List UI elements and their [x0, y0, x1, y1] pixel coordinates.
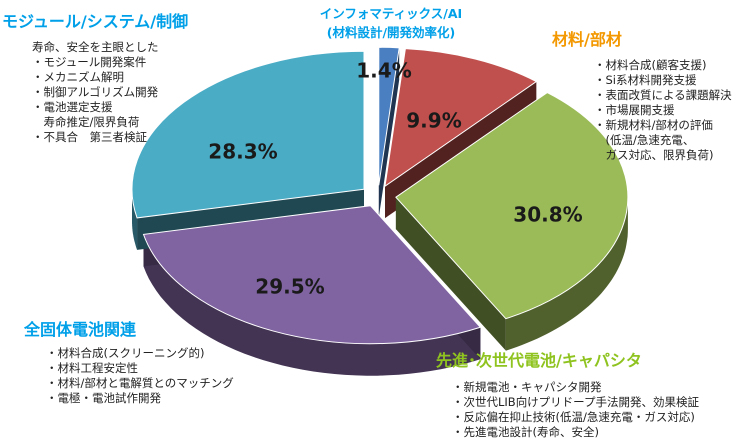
- list-item: ・次世代LIB向けプリドープ手法開発、効果検証: [452, 395, 699, 409]
- list-item: 寿命、安全を主眼とした: [32, 40, 159, 54]
- pie-side-wall: [505, 197, 628, 351]
- category-module-list: 寿命、安全を主眼とした ・モジュール開発案件 ・メカニズム解明 ・制御アルゴリズ…: [32, 40, 159, 145]
- pie-value-labels: 1.4% 9.9% 30.8% 29.5% 28.3%: [208, 59, 582, 299]
- list-item: ・制御アルゴリズム開発: [32, 85, 159, 99]
- list-item: ・先進電池設計(寿命、安全): [452, 425, 599, 439]
- list-item: ・新規電池・キャパシタ開発: [452, 380, 602, 394]
- list-item: ・材料合成(顧客支援): [594, 58, 707, 72]
- list-item: ・電池選定支援: [32, 100, 113, 114]
- pie-slice: [395, 91, 629, 320]
- pie-value-label: 30.8%: [513, 203, 582, 227]
- list-item: 寿命推定/限界負荷: [32, 115, 140, 129]
- list-item: ・表面改質による課題解決: [594, 88, 732, 102]
- pie-slice: [378, 46, 400, 186]
- pie-value-label: 28.3%: [208, 140, 277, 164]
- list-item: ・材料工程安定性: [46, 361, 138, 375]
- pie-value-label: 9.9%: [406, 109, 461, 133]
- category-materials: 材料/部材: [552, 26, 622, 50]
- category-module: モジュール/システム/制御: [2, 8, 188, 32]
- pie-slice: [384, 48, 538, 188]
- category-solid-state-title: 全固体電池関連: [24, 320, 137, 339]
- pie-cut-face: [395, 197, 506, 351]
- category-solid-state-list: ・材料合成(スクリーニング的) ・材料工程安定性 ・材料/部材と電解質とのマッチ…: [46, 346, 234, 406]
- list-item: ・材料合成(スクリーニング的): [46, 346, 205, 360]
- pie-side-wall: [143, 234, 481, 376]
- category-advanced-title: 先進･次世代電池/キャパシタ: [436, 351, 642, 370]
- list-item: (低温/急速充電、: [594, 133, 695, 147]
- pie-slice: [131, 50, 365, 219]
- pie-value-label: 1.4%: [356, 59, 411, 83]
- category-materials-title: 材料/部材: [552, 30, 622, 49]
- list-item: ・メカニズム解明: [32, 70, 124, 84]
- pie-cut-face: [378, 47, 400, 218]
- pie-slice: [142, 205, 482, 345]
- list-item: ・新規材料/部材の評価: [594, 118, 713, 132]
- list-item: ・市場展開支援: [594, 103, 675, 117]
- list-item: ・反応偏在抑止技術(低温/急速充電・ガス対応): [452, 410, 695, 424]
- category-module-title: モジュール/システム/制御: [2, 12, 189, 31]
- list-item: ・モジュール開発案件: [32, 55, 147, 69]
- list-item: ・材料/部材と電解質とのマッチング: [46, 376, 234, 390]
- pie-value-label: 29.5%: [255, 275, 324, 299]
- category-informatics-subtitle: (材料設計/開発効率化): [326, 25, 456, 40]
- list-item: ・電極・電池試作開発: [46, 391, 161, 405]
- category-advanced: 先進･次世代電池/キャパシタ: [436, 347, 642, 371]
- list-item: ・不具合 第三者検証: [32, 130, 147, 144]
- pie-tops: [131, 46, 629, 345]
- category-advanced-list: ・新規電池・キャパシタ開発 ・次世代LIB向けプリドープ手法開発、効果検証 ・反…: [452, 380, 699, 440]
- category-solid-state: 全固体電池関連: [24, 316, 136, 340]
- category-materials-list: ・材料合成(顧客支援) ・Si系材料開発支援 ・表面改質による課題解決 ・市場展…: [594, 58, 732, 163]
- category-informatics: インフォマティックス/AI (材料設計/開発効率化): [316, 3, 466, 41]
- category-informatics-title: インフォマティックス/AI: [319, 6, 463, 21]
- list-item: ・Si系材料開発支援: [594, 73, 697, 87]
- list-item: ガス対応、限界負荷): [594, 148, 714, 162]
